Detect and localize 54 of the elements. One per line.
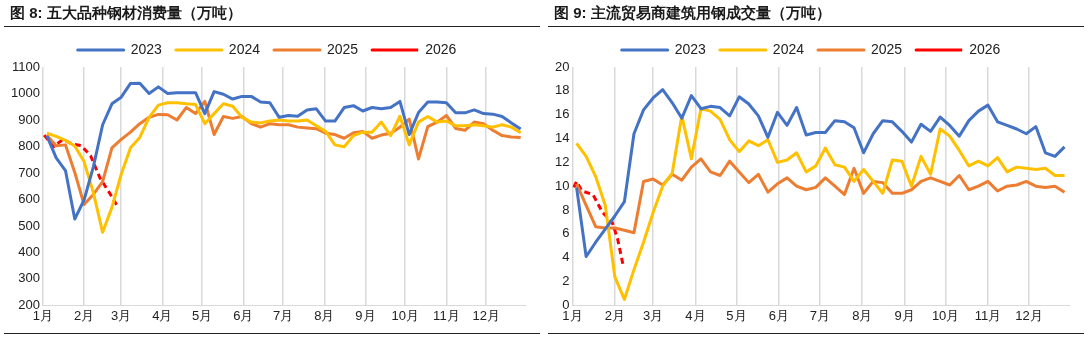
x-tick-label: 10月 bbox=[391, 307, 419, 323]
y-tick-label: 500 bbox=[18, 217, 40, 233]
chart-title: 图 9: 主流贸易商建筑用钢成交量（万吨） bbox=[548, 0, 1084, 27]
y-tick-label: 16 bbox=[554, 106, 570, 122]
y-tick-label: 14 bbox=[554, 130, 570, 146]
x-tick-label: 3月 bbox=[111, 307, 132, 323]
y-tick-label: 12 bbox=[554, 153, 570, 169]
x-tick-label: 7月 bbox=[273, 307, 294, 323]
legend-label: 2023 bbox=[130, 40, 163, 57]
x-tick-label: 10月 bbox=[931, 307, 960, 323]
y-tick-label: 20 bbox=[554, 58, 570, 74]
x-tick-label: 4月 bbox=[152, 307, 173, 323]
legend-label: 2026 bbox=[425, 40, 457, 57]
y-tick-label: 8 bbox=[562, 201, 570, 217]
y-tick-label: 800 bbox=[18, 138, 40, 154]
x-tick-label: 4月 bbox=[685, 307, 706, 323]
x-tick-label: 7月 bbox=[809, 307, 830, 323]
legend-label: 2024 bbox=[228, 40, 261, 57]
y-tick-label: 700 bbox=[18, 164, 40, 180]
y-tick-label: 400 bbox=[18, 244, 40, 259]
x-tick-label: 12月 bbox=[472, 307, 500, 323]
y-tick-label: 2 bbox=[562, 273, 570, 289]
chart-title: 图 8: 五大品种钢材消费量（万吨） bbox=[4, 0, 540, 27]
x-tick-label: 8月 bbox=[852, 307, 873, 323]
y-tick-label: 300 bbox=[18, 270, 40, 286]
y-tick-label: 10 bbox=[554, 177, 570, 193]
line-series bbox=[572, 179, 625, 267]
x-tick-label: 2月 bbox=[73, 307, 95, 323]
y-tick-label: 1100 bbox=[11, 58, 40, 74]
x-tick-label: 5月 bbox=[192, 307, 213, 323]
x-tick-label: 11月 bbox=[974, 307, 1002, 323]
x-tick-label: 11月 bbox=[433, 307, 460, 323]
legend-label: 2023 bbox=[674, 40, 707, 57]
x-tick-label: 8月 bbox=[314, 307, 335, 323]
y-tick-label: 0 bbox=[562, 296, 570, 312]
legend-label: 2024 bbox=[772, 40, 805, 57]
x-tick-label: 6月 bbox=[233, 307, 254, 323]
x-tick-label: 6月 bbox=[768, 307, 789, 323]
y-tick-label: 4 bbox=[562, 249, 570, 265]
y-tick-label: 900 bbox=[18, 111, 40, 127]
y-tick-label: 18 bbox=[554, 82, 570, 98]
legend-label: 2025 bbox=[327, 40, 359, 57]
y-tick-label: 6 bbox=[562, 225, 570, 241]
y-tick-label: 600 bbox=[18, 191, 40, 207]
x-tick-label: 2月 bbox=[604, 307, 625, 323]
y-tick-label: 200 bbox=[18, 296, 40, 312]
x-tick-label: 5月 bbox=[726, 307, 747, 323]
x-tick-label: 3月 bbox=[642, 307, 664, 323]
x-tick-label: 9月 bbox=[355, 307, 376, 323]
y-tick-label: 1000 bbox=[11, 85, 40, 101]
legend-label: 2025 bbox=[871, 40, 903, 57]
x-tick-label: 9月 bbox=[894, 307, 915, 323]
legend-label: 2026 bbox=[969, 40, 1001, 57]
x-tick-label: 12月 bbox=[1015, 307, 1043, 323]
